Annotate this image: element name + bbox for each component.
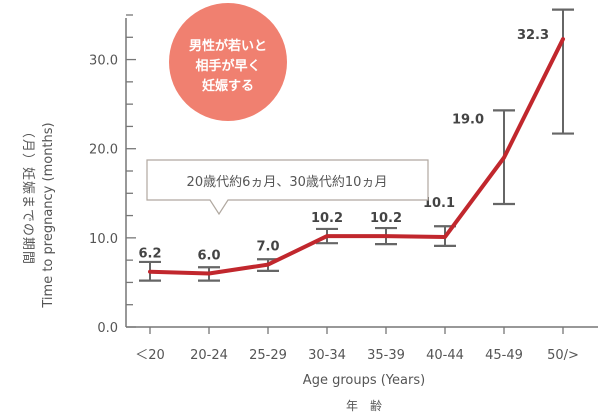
- x-tick-label: ＜20: [135, 348, 165, 363]
- x-tick-label: 25-29: [249, 348, 287, 363]
- y-tick-label: 30.0: [89, 54, 118, 69]
- y-axis-title-en: Time to pregnancy (months): [41, 122, 56, 308]
- y-tick-label: 10.0: [89, 232, 118, 247]
- bubble-line-2: 相手が早く: [195, 58, 260, 74]
- annotation-callout: 20歳代約6ヵ月、30歳代約10ヵ月: [146, 159, 429, 216]
- annotation-bubble-circle: [169, 3, 287, 121]
- y-axis-title-ja: （月）妊娠までの期間: [20, 125, 35, 265]
- x-axis-title-en: Age groups (Years): [303, 373, 425, 388]
- x-axis-title-ja: 年 齢: [346, 398, 382, 413]
- y-tick-label: 20.0: [89, 143, 118, 158]
- data-label: 10.2: [370, 211, 402, 226]
- data-label: 19.0: [452, 113, 484, 128]
- x-tick-label: 50/>: [547, 348, 579, 363]
- bubble-line-1: 男性が若いと: [189, 38, 267, 54]
- x-tick-label: 40-44: [426, 348, 464, 363]
- series-line: [148, 37, 565, 276]
- data-label: 10.2: [311, 211, 343, 226]
- annotation-bubble: 男性が若いと 相手が早く 妊娠する: [169, 3, 287, 121]
- data-label: 32.3: [517, 28, 549, 43]
- data-label: 6.0: [197, 249, 220, 264]
- x-tick-label: 30-34: [308, 348, 346, 363]
- y-tick-label: 0.0: [97, 321, 118, 336]
- error-bars: [139, 8, 574, 282]
- axes: 0.0 10.0 20.0 30.0 ＜20 20-24 25-29 30-34 35-39 40…: [89, 14, 598, 363]
- x-tick-label: 35-39: [367, 348, 405, 363]
- callout-text: 20歳代約6ヵ月、30歳代約10ヵ月: [187, 175, 388, 190]
- x-tick-label: 45-49: [485, 348, 523, 363]
- data-label: 10.1: [423, 196, 455, 211]
- data-label: 7.0: [256, 240, 279, 255]
- x-tick-label: 20-24: [190, 348, 228, 363]
- data-labels: 6.2 6.0 7.0 10.2 10.2 10.1 19.0 32.3: [138, 28, 549, 263]
- callout-box: [146, 159, 429, 216]
- bubble-line-3: 妊娠する: [202, 78, 254, 94]
- series-line-layer: [148, 37, 565, 276]
- data-label: 6.2: [138, 247, 161, 262]
